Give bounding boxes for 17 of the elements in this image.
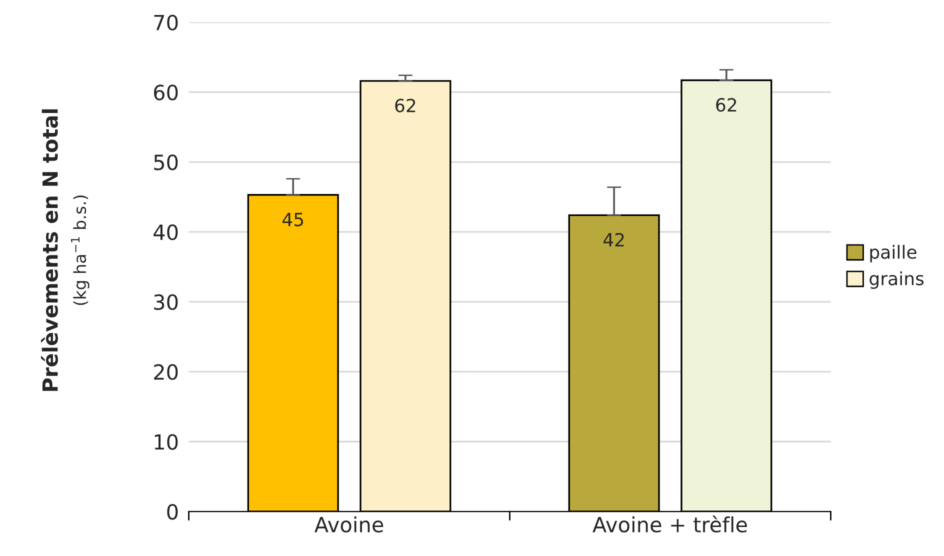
y-tick-label: 20 (154, 364, 178, 380)
y-tick-label: 50 (154, 154, 178, 170)
y-tick-label: 40 (154, 224, 178, 240)
y-tick-label: 30 (154, 294, 178, 310)
y-tick-label: 10 (154, 434, 178, 450)
data-label: 42 (603, 232, 624, 246)
legend-label: paille (870, 244, 916, 262)
y-tick-label: 60 (154, 84, 178, 100)
x-tick-label: Avoine + trèfle (592, 516, 747, 533)
legend-label: grains (870, 271, 924, 289)
data-label: 45 (282, 212, 304, 226)
y-axis-title: Prélèvements en N total (kg ha$^{−1}$ b.s.) (41, 109, 90, 391)
x-tick-label: Avoine (314, 516, 384, 533)
data-label: 62 (716, 98, 736, 112)
y-tick-label: 0 (167, 504, 178, 520)
y-tick-label: 70 (154, 14, 178, 30)
data-label: 62 (395, 98, 416, 112)
